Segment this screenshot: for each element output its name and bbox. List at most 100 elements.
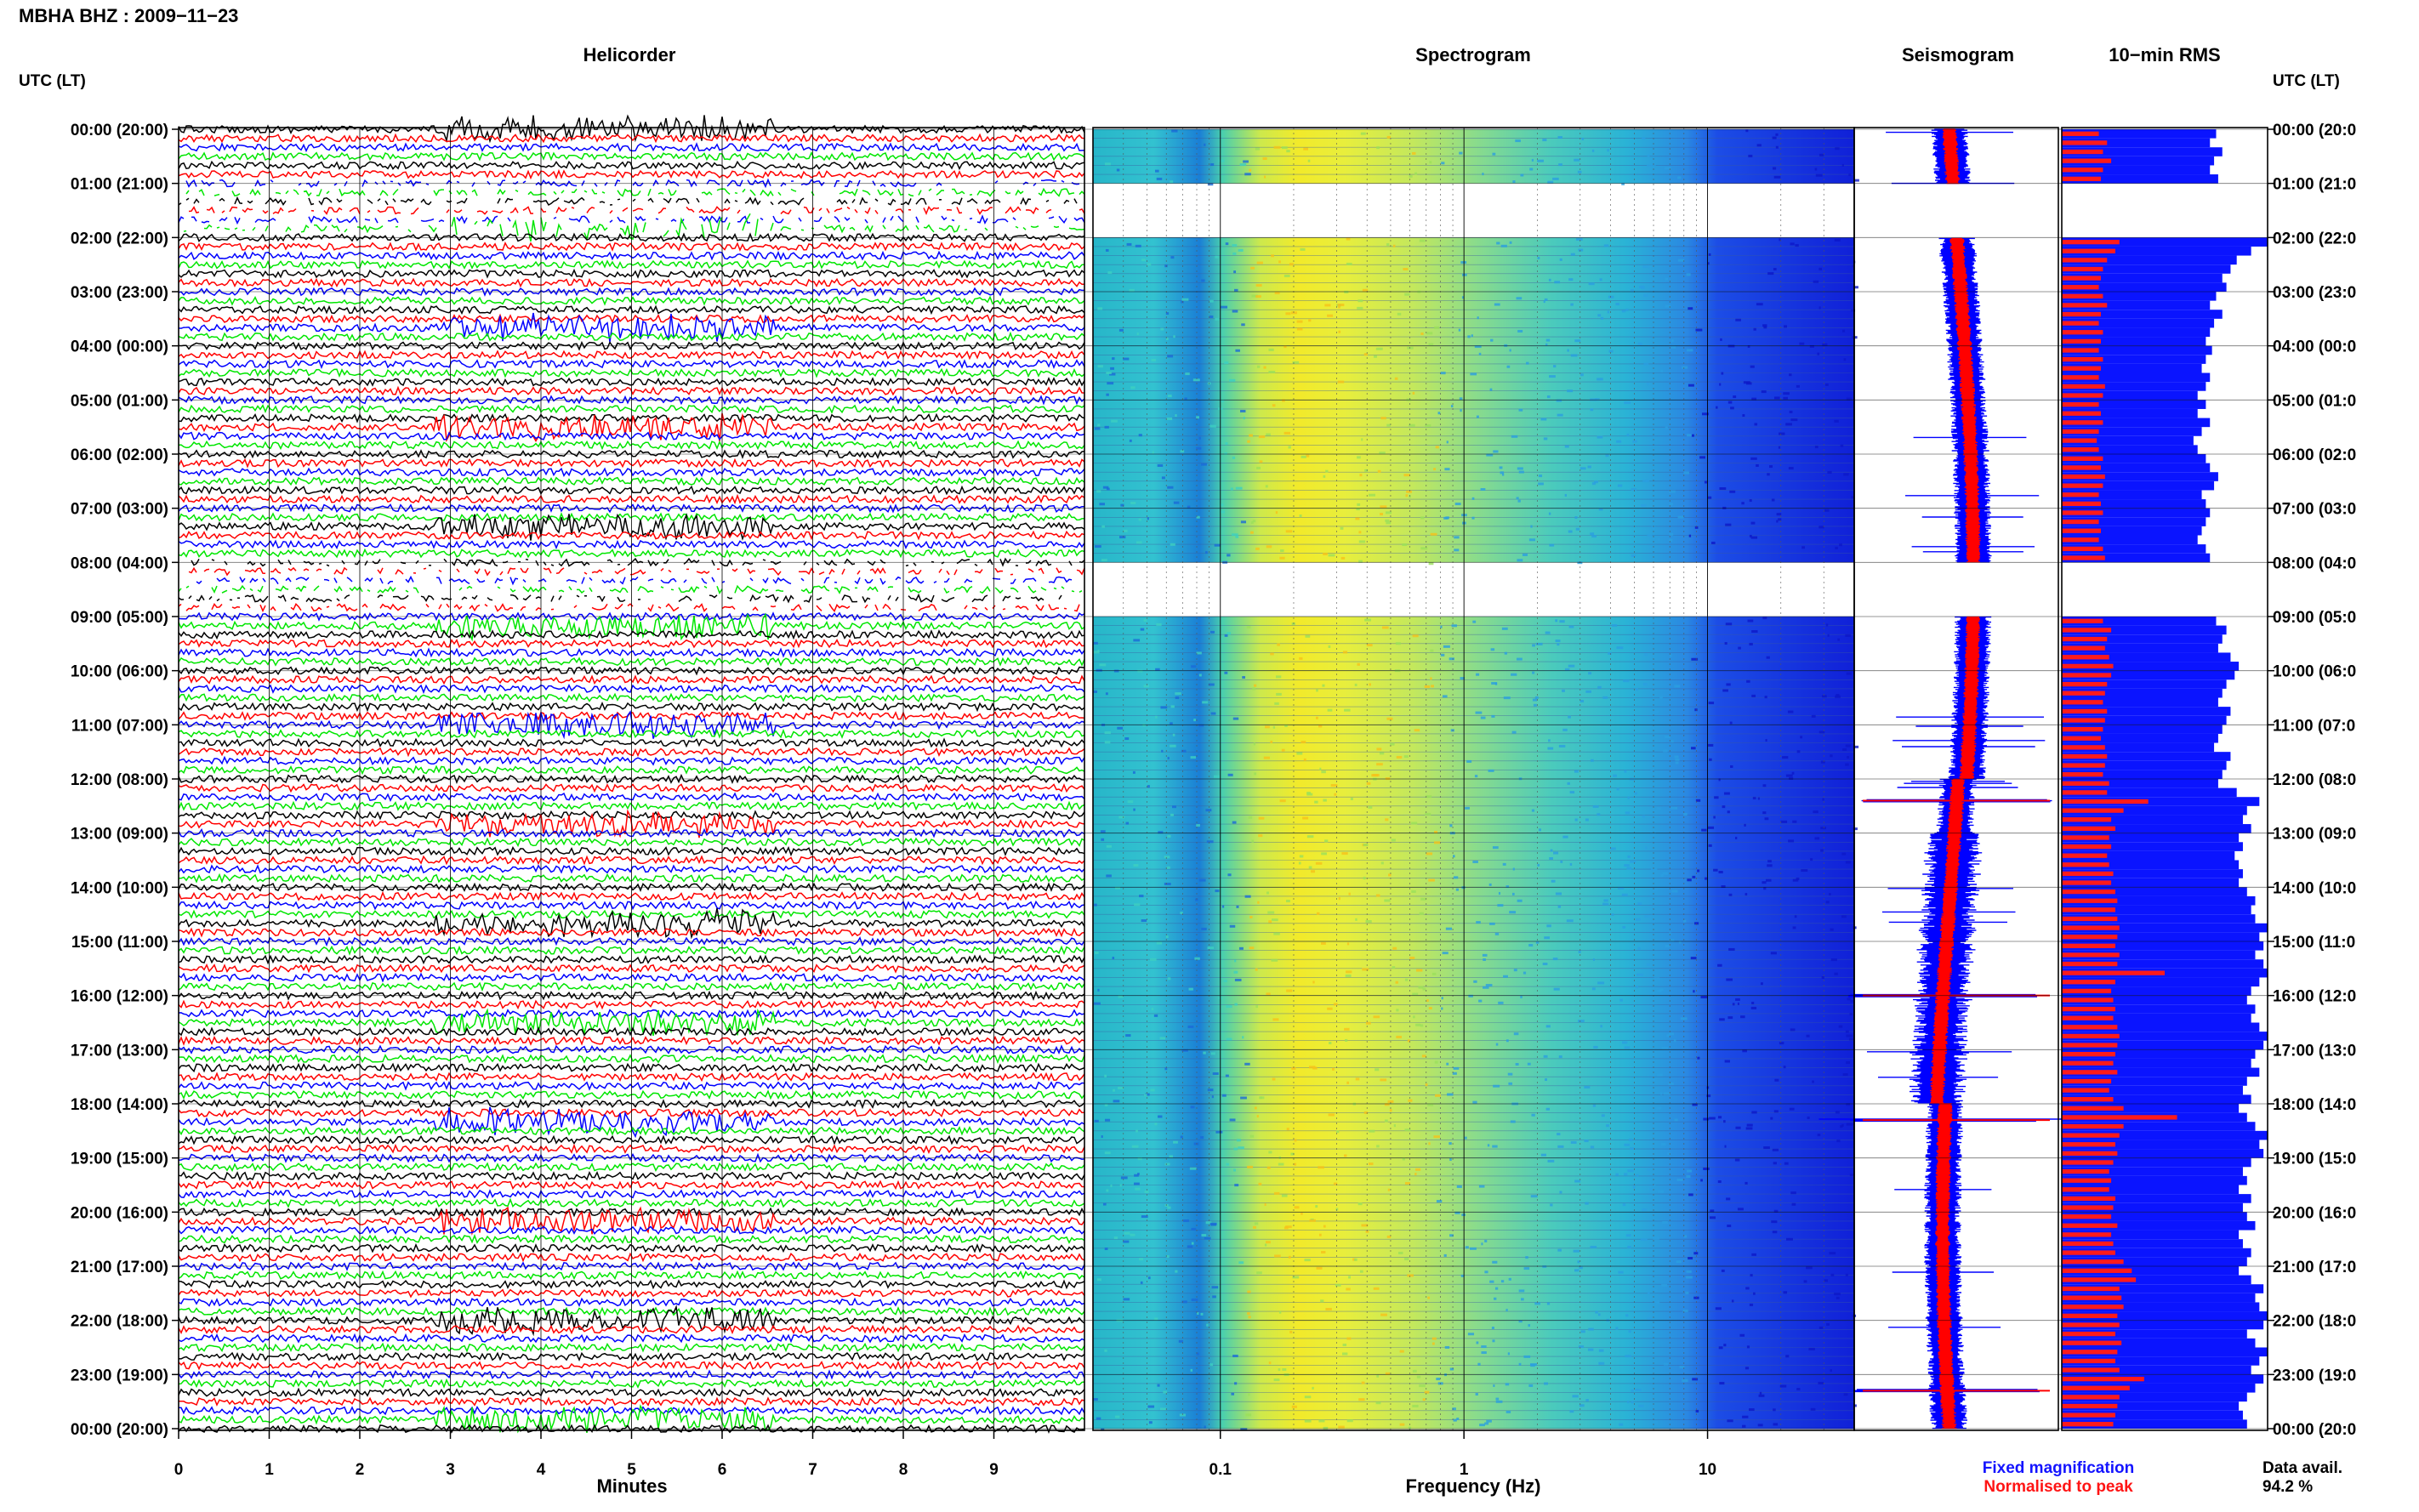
spectrogram-speckle: [1315, 861, 1323, 865]
spectrogram-speckle: [1508, 1277, 1511, 1281]
rms-bar-normalised: [2062, 537, 2099, 543]
rms-bar-normalised: [2062, 1241, 2114, 1247]
spectrogram-speckle: [1543, 437, 1548, 441]
rms-bar-normalised: [2062, 1097, 2114, 1102]
spectrogram-speckle: [1850, 999, 1855, 1003]
spectrogram-speckle: [1123, 529, 1128, 532]
spectrogram-speckle: [1752, 797, 1756, 800]
spectrogram-speckle: [1206, 840, 1214, 844]
spectrogram-speckle: [1251, 839, 1255, 843]
rms-bar-fixed: [2062, 174, 2218, 184]
spectrogram-speckle: [1243, 417, 1245, 420]
rms-bar-fixed: [2062, 363, 2202, 373]
spectrogram-speckle: [1717, 963, 1722, 967]
spectrogram-speckle: [1224, 361, 1229, 364]
spectrogram-speckle: [1851, 496, 1855, 499]
spectrogram-speckle: [1404, 1182, 1410, 1185]
spectrogram-row: [1093, 950, 1854, 960]
spectrogram-speckle: [1120, 503, 1124, 507]
time-label-right: 16:00 (12:0: [2273, 988, 2356, 1006]
spectrogram-speckle: [1149, 958, 1157, 961]
spectrogram-speckle: [1270, 740, 1273, 743]
spectrogram-speckle: [1835, 546, 1838, 549]
spectrogram-speckle: [1454, 503, 1461, 506]
spectrogram-speckle: [1492, 1260, 1498, 1264]
spectrogram-speckle: [1380, 1078, 1387, 1082]
spectrogram-speckle: [1104, 1104, 1108, 1107]
spectrogram-row: [1093, 310, 1854, 320]
spectrogram-speckle: [1227, 554, 1231, 557]
spectrogram-speckle: [1577, 1260, 1580, 1264]
spectrogram-speckle: [1710, 1216, 1716, 1219]
rms-bar-normalised: [2062, 248, 2115, 253]
spectrogram-speckle: [1093, 1398, 1098, 1401]
spectrogram-speckle: [1357, 503, 1361, 506]
spectrogram-speckle: [1409, 956, 1415, 959]
spectrogram-speckle: [1404, 1128, 1411, 1132]
spectrogram-speckle: [1173, 335, 1175, 338]
spectrogram-speckle: [1750, 457, 1757, 460]
rms-bar-fixed: [2062, 652, 2231, 662]
spectrogram-speckle: [1785, 423, 1792, 426]
spectrogram-speckle: [1303, 758, 1306, 761]
spectrogram-speckle: [1785, 1355, 1790, 1358]
spectrogram-speckle: [1748, 154, 1753, 157]
spectrogram-row: [1093, 1140, 1854, 1150]
spectrogram-speckle: [1443, 1253, 1447, 1257]
spectrogram-speckle: [1346, 237, 1351, 241]
rms-bar-fixed: [2062, 860, 2240, 870]
spectrogram-speckle: [1553, 851, 1559, 855]
spectrogram-speckle: [1800, 736, 1803, 739]
spectrogram-speckle: [1625, 1314, 1629, 1317]
spectrogram-speckle: [1538, 828, 1541, 832]
spectrogram-speckle: [1223, 980, 1227, 983]
spectrogram-speckle: [1234, 978, 1242, 981]
spectrogram-speckle: [1316, 716, 1318, 719]
spectrogram-speckle: [1549, 857, 1553, 861]
spectrogram-speckle: [1819, 267, 1823, 270]
spectrogram-speckle: [1841, 1123, 1844, 1127]
rms-bar-normalised: [2062, 1322, 2120, 1327]
spectrogram-speckle: [1562, 728, 1568, 731]
spectrogram-speckle: [1249, 168, 1252, 172]
rms-bar-normalised: [2062, 456, 2103, 461]
spectrogram-speckle: [1498, 1001, 1504, 1004]
spectrogram-speckle: [1836, 694, 1840, 697]
figure-title: MBHA BHZ : 2009−11−23: [19, 5, 238, 26]
rms-bar-fixed: [2062, 643, 2218, 653]
spectrogram-speckle: [1126, 242, 1132, 246]
spectrogram-speckle: [1193, 1142, 1199, 1145]
spectrogram-speckle: [1336, 1130, 1340, 1134]
spectrogram-speckle: [1266, 545, 1272, 549]
spectrogram-speckle: [1435, 1094, 1441, 1097]
spectrogram-speckle: [1308, 1066, 1316, 1069]
spectrogram-speckle: [1478, 999, 1483, 1003]
spectrogram-speckle: [1137, 669, 1143, 673]
rms-bar-normalised: [2062, 799, 2149, 804]
spectrogram-speckle: [1306, 454, 1310, 458]
spectrogram-speckle: [1449, 1367, 1454, 1371]
spectrogram-speckle: [1093, 690, 1097, 693]
spectrogram-speckle: [1302, 816, 1309, 820]
minute-tick-label: 5: [627, 1461, 636, 1479]
spectrogram-speckle: [1687, 1169, 1693, 1173]
spectrogram-speckle: [1139, 1258, 1144, 1261]
spectrogram-speckle: [1595, 398, 1600, 401]
spectrogram-speckle: [1543, 1054, 1548, 1058]
spectrogram-speckle: [1272, 1077, 1276, 1081]
spectrogram-speckle: [1163, 1390, 1168, 1394]
spectrogram-speckle: [1734, 836, 1738, 839]
rms-bar-fixed: [2062, 760, 2227, 770]
spectrogram-speckle: [1165, 935, 1169, 939]
spectrogram-speckle: [1741, 502, 1745, 505]
spectrogram-speckle: [1392, 946, 1397, 950]
spectrogram-speckle: [1785, 774, 1793, 777]
spectrogram-speckle: [1214, 543, 1221, 547]
rms-bar-normalised: [2062, 447, 2099, 452]
time-label-left: 18:00 (14:00): [71, 1096, 168, 1114]
spectrogram-speckle: [1157, 1384, 1160, 1387]
spectrogram-speckle: [1139, 895, 1144, 898]
spectrogram-speckle: [1198, 878, 1206, 882]
spectrogram-speckle: [1252, 520, 1256, 523]
spectrogram-speckle: [1477, 316, 1479, 320]
